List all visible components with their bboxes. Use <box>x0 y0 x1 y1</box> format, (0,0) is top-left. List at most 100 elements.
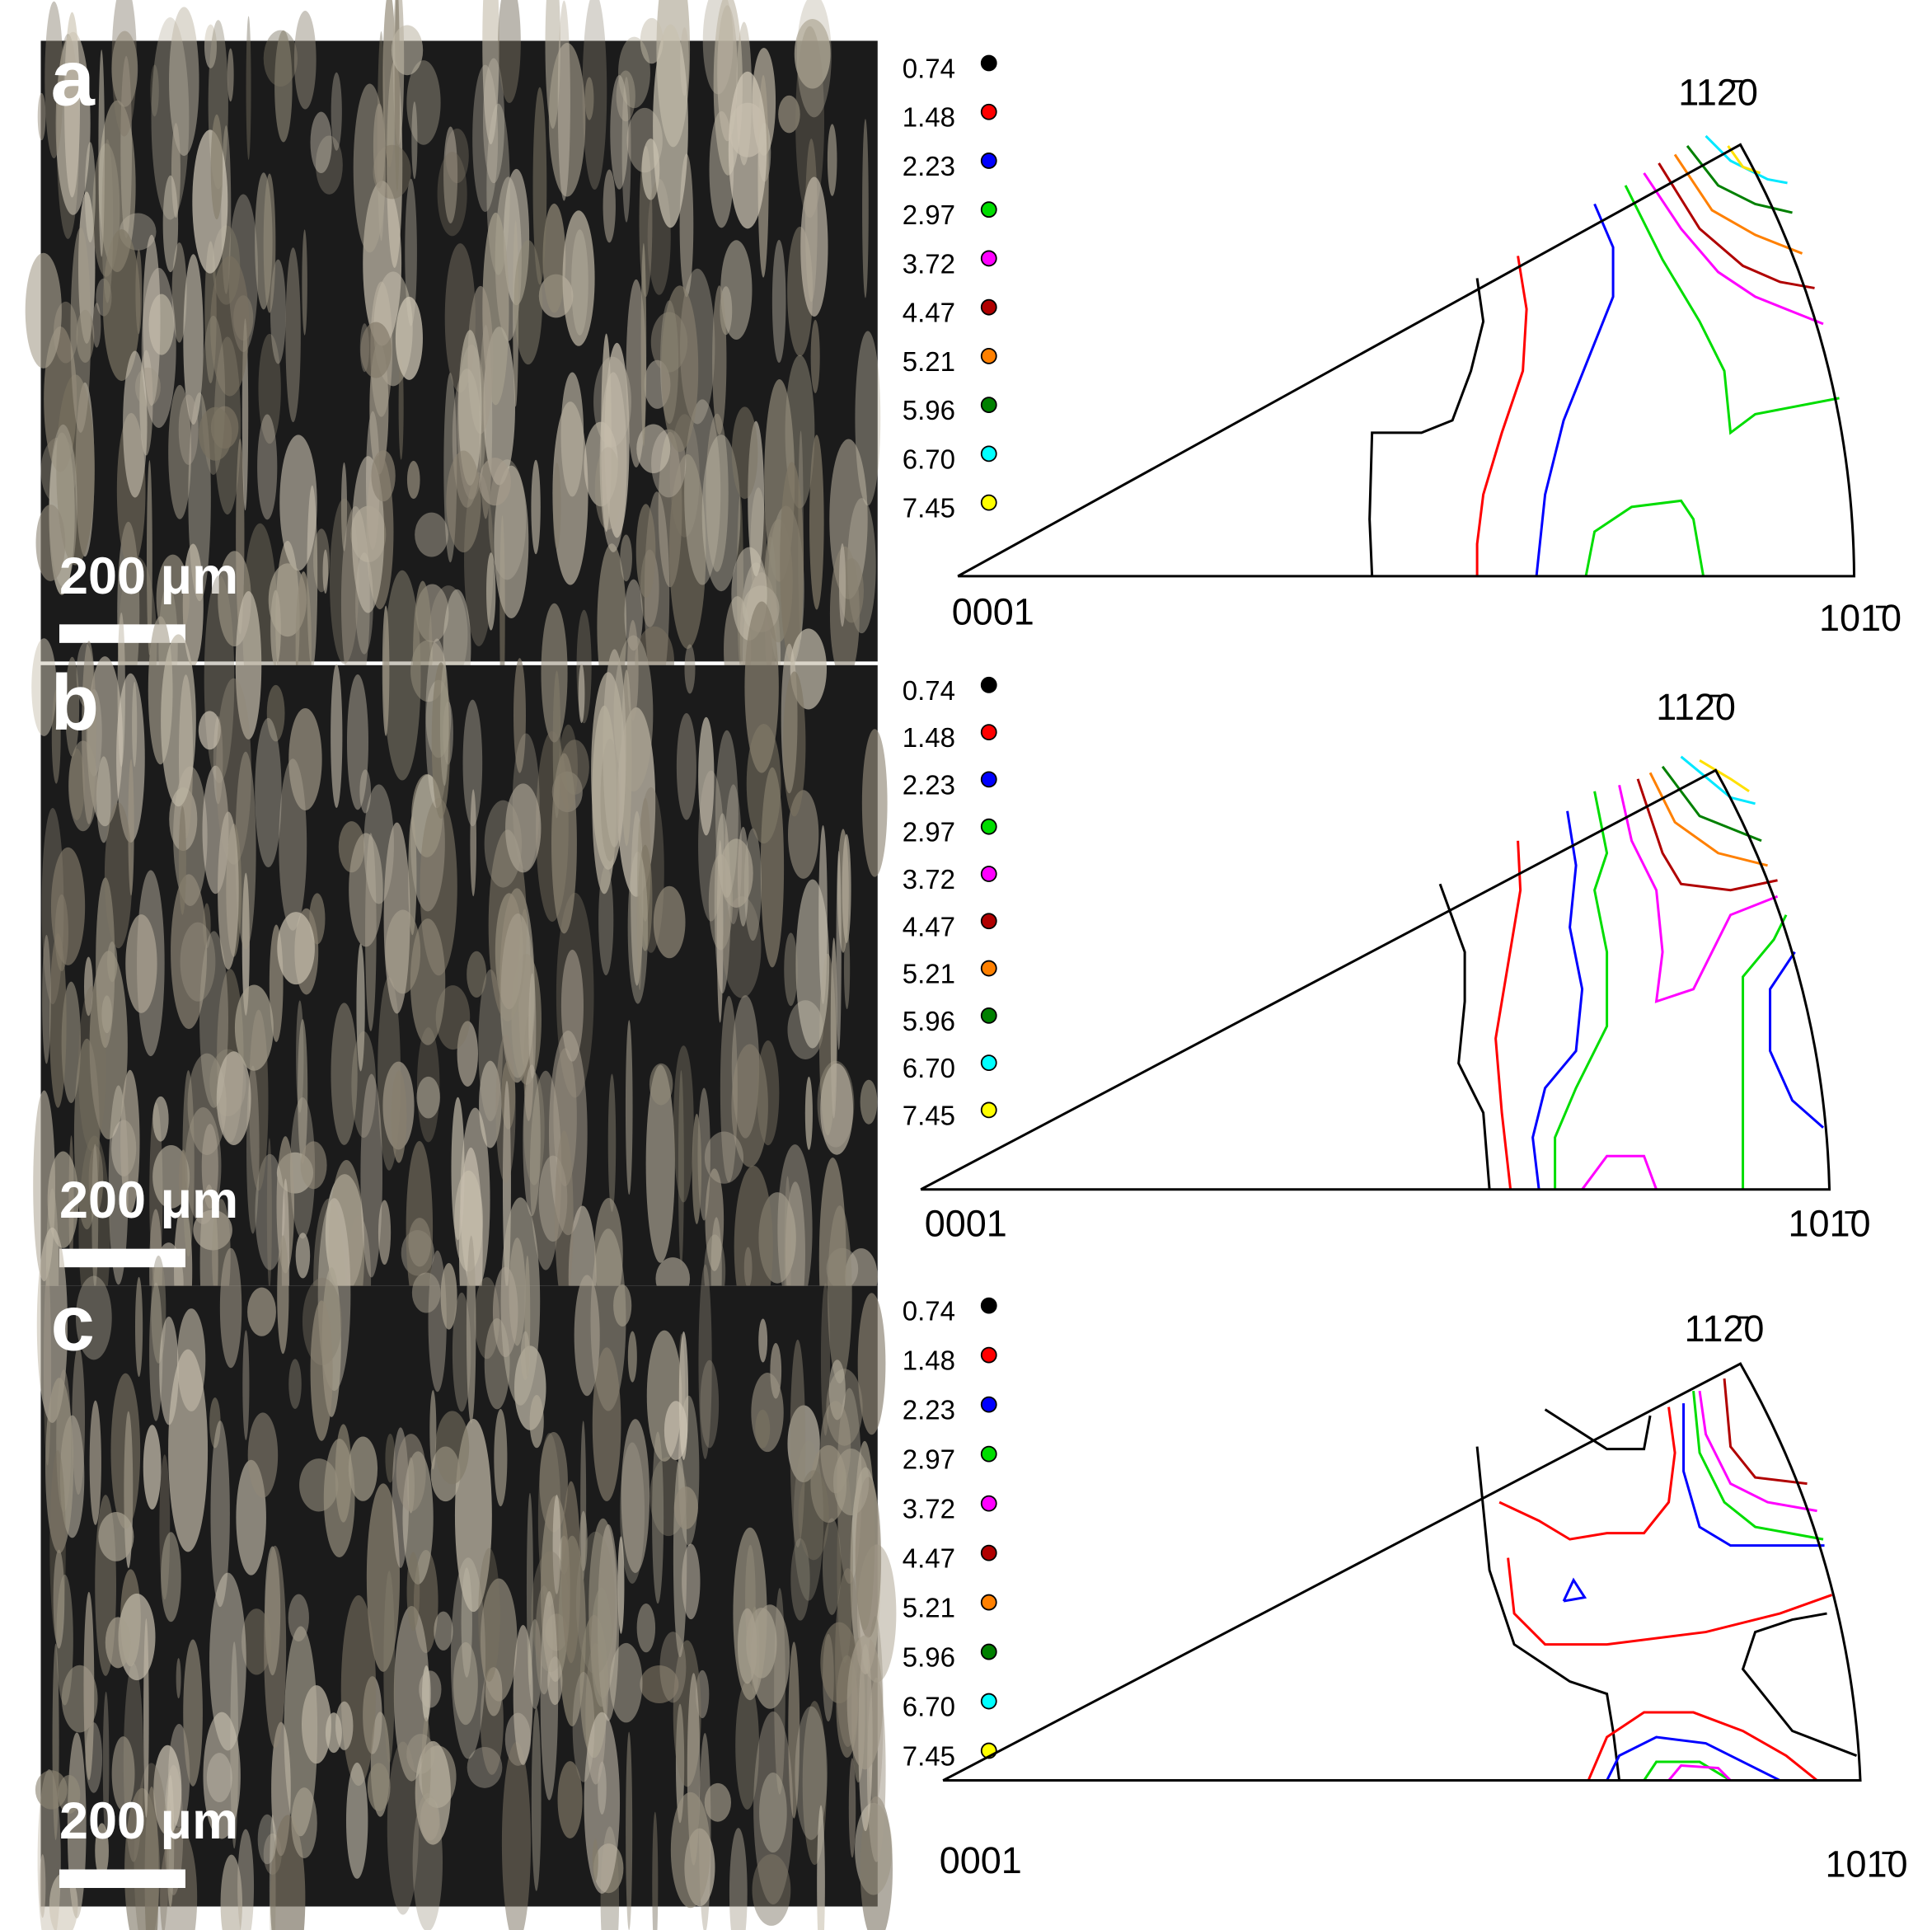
grain-streak <box>640 1665 679 1704</box>
grain-streak <box>45 1378 74 1553</box>
grain-streak <box>649 1063 673 1106</box>
contour-line <box>1769 951 1825 1129</box>
grain-streak <box>373 103 386 189</box>
legend-marker <box>980 1007 997 1024</box>
grain-streak <box>860 1796 893 1930</box>
grain-streak <box>653 24 688 228</box>
grain-streak <box>652 1811 659 1930</box>
grain-streak <box>513 1625 533 1765</box>
grain-streak <box>359 769 372 814</box>
grain-streak <box>96 877 115 1049</box>
grain-streak <box>848 1758 856 1858</box>
grain-streak <box>624 579 643 651</box>
grain-streak <box>331 664 343 809</box>
grain-streak <box>295 1233 311 1279</box>
micrograph <box>35 1197 897 1930</box>
grain-streak <box>798 1470 829 1561</box>
grain-streak <box>528 973 537 1079</box>
grain-streak <box>645 1064 675 1263</box>
grain-streak <box>187 1053 227 1155</box>
legend-value: 3.72 <box>903 1494 955 1524</box>
pole-figure-outline <box>957 143 1856 578</box>
grain-streak <box>555 1130 574 1305</box>
grain-streak <box>149 1282 163 1421</box>
grain-streak <box>315 135 343 195</box>
grain-streak <box>199 931 228 1108</box>
grain-streak <box>578 663 585 724</box>
contour-line <box>1606 1735 1781 1782</box>
grain-streak <box>49 1449 66 1643</box>
grain-streak <box>406 460 420 500</box>
contour-line <box>1581 1154 1658 1190</box>
grain-streak <box>171 874 208 1030</box>
grain-streak <box>349 833 383 947</box>
grain-streak <box>523 1016 534 1121</box>
grain-streak <box>143 1425 162 1510</box>
grain-streak <box>513 220 519 407</box>
grain-streak <box>277 912 315 985</box>
grain-streak <box>75 1275 112 1360</box>
grain-streak <box>258 333 281 444</box>
contour-line <box>1368 278 1485 576</box>
contour-line <box>1618 784 1779 1003</box>
grain-streak <box>673 1486 698 1529</box>
grain-streak <box>552 462 561 550</box>
panel-label: c <box>50 1280 94 1368</box>
legend-value: 5.21 <box>903 346 955 377</box>
grain-streak <box>247 1287 276 1336</box>
legend-value: 4.47 <box>903 298 955 328</box>
grain-streak <box>820 1283 831 1436</box>
grain-streak <box>676 713 696 820</box>
contour-line <box>1535 203 1615 577</box>
grain-streak <box>340 1594 377 1787</box>
grain-streak <box>562 210 595 346</box>
grain-streak <box>161 634 196 807</box>
grain-streak <box>668 453 706 650</box>
grain-streak <box>128 758 134 896</box>
legend-marker <box>980 1346 997 1364</box>
grain-streak <box>415 512 448 557</box>
contour-line <box>1584 499 1705 577</box>
legend-marker <box>980 201 997 218</box>
legend-value: 1.48 <box>903 1345 955 1376</box>
grain-streak <box>429 1390 437 1470</box>
grain-streak <box>257 1814 277 1865</box>
grain-streak <box>862 119 869 298</box>
grain-streak <box>443 126 458 224</box>
legend-value: 5.96 <box>903 1006 955 1036</box>
grain-streak <box>309 893 326 945</box>
grain-streak <box>720 240 753 340</box>
grain-streak <box>484 800 523 888</box>
grain-streak <box>146 460 152 655</box>
grain-streak <box>480 1667 504 1775</box>
contour-line <box>1705 134 1788 185</box>
grain-streak <box>120 1069 140 1213</box>
legend-marker <box>980 818 997 835</box>
legend-marker <box>980 397 997 414</box>
grain-streak <box>636 424 671 473</box>
grain-streak <box>288 1359 302 1409</box>
grain-streak <box>592 1838 598 1881</box>
contour-line <box>1682 1403 1825 1547</box>
grain-streak <box>823 1518 842 1615</box>
grain-streak <box>144 1786 159 1930</box>
grain-streak <box>180 922 216 1002</box>
grain-streak <box>101 139 114 303</box>
grain-streak <box>70 228 91 433</box>
grain-streak <box>419 1670 442 1708</box>
grain-streak <box>626 1731 633 1930</box>
grain-streak <box>264 1545 287 1749</box>
grain-streak <box>49 933 67 1108</box>
legend-marker <box>980 250 997 267</box>
grain-streak <box>201 1124 218 1209</box>
grain-streak <box>579 1510 588 1571</box>
grain-streak <box>216 1051 251 1145</box>
contour-line <box>1643 1760 1732 1782</box>
grain-streak <box>169 7 199 157</box>
grain-streak <box>437 151 467 237</box>
grain-streak <box>323 1439 355 1558</box>
grain-streak <box>528 1619 542 1709</box>
contour-line <box>1587 1711 1818 1782</box>
grain-streak <box>203 903 211 949</box>
